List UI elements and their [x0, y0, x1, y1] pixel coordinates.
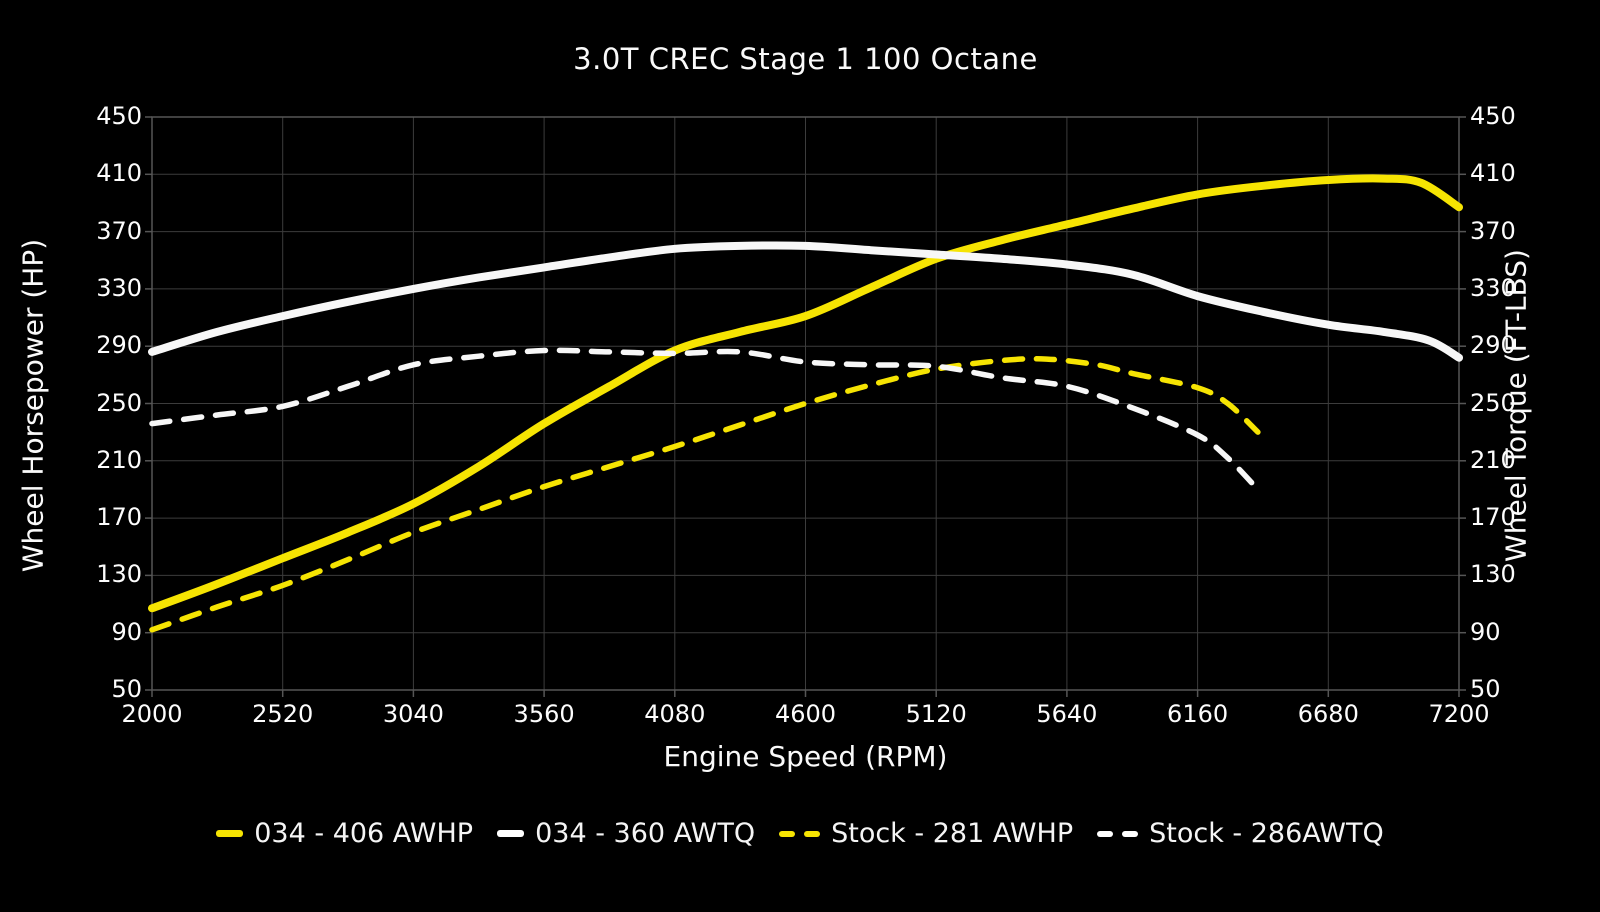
legend-item-034-awhp: 034 - 406 AWHP [216, 818, 473, 849]
chart-title: 3.0T CREC Stage 1 100 Octane [573, 42, 1038, 76]
y-axis-left-title: Wheel Horsepower (HP) [16, 238, 50, 573]
x-tick-label: 3040 [382, 700, 444, 728]
legend-item-stock-awtq: Stock - 286AWTQ [1097, 818, 1384, 849]
x-tick-label: 2520 [252, 700, 314, 728]
y-tick-label-right: 370 [1470, 216, 1516, 245]
legend-label: 034 - 360 AWTQ [535, 818, 756, 849]
y-tick-label-left: 130 [96, 560, 142, 589]
y-tick-label-left: 410 [96, 159, 142, 188]
legend-label: 034 - 406 AWHP [254, 818, 474, 849]
legend-item-stock-awhp: Stock - 281 AWHP [779, 818, 1073, 849]
y-tick-label-left: 290 [96, 331, 142, 360]
y-tick-label-right: 130 [1470, 560, 1516, 589]
y-axis-right-title: Wheel Torque (FT-LBS) [1499, 249, 1533, 562]
series-line-034-360-awtq [148, 241, 1463, 362]
x-tick-label: 4080 [644, 700, 706, 728]
legend-label: Stock - 286AWTQ [1149, 818, 1384, 849]
y-tick-label-right: 210 [1470, 445, 1516, 474]
x-tick-label: 6680 [1297, 700, 1359, 728]
series-line-stock-281-awhp [149, 356, 1261, 633]
y-tick-label-left: 370 [96, 216, 142, 245]
y-tick-label-right: 290 [1470, 331, 1516, 360]
x-axis-title: Engine Speed (RPM) [663, 740, 948, 773]
y-tick-label-right: 250 [1470, 388, 1516, 417]
dashed-yellow-line-marker-icon [779, 830, 821, 837]
y-tick-label-left: 250 [96, 388, 142, 417]
series-line-stock-286awtq [149, 347, 1261, 493]
x-tick-label: 6160 [1167, 700, 1229, 728]
y-tick-label-left: 90 [111, 617, 142, 646]
x-tick-label: 2000 [121, 700, 183, 728]
y-tick-label-left: 170 [96, 503, 142, 532]
y-tick-label-right: 330 [1470, 273, 1516, 302]
x-tick-label: 7200 [1428, 700, 1490, 728]
y-tick-label-left: 450 [96, 102, 142, 130]
x-tick-label: 3560 [513, 700, 575, 728]
solid-white-line-marker-icon [497, 830, 525, 837]
y-tick-label-right: 410 [1470, 159, 1516, 188]
legend-item-034-awtq: 034 - 360 AWTQ [497, 818, 755, 849]
x-tick-label: 5640 [1036, 700, 1098, 728]
series-line-034-406-awhp [148, 174, 1463, 613]
dashed-white-line-marker-icon [1097, 830, 1139, 837]
x-tick-label: 4600 [774, 700, 837, 728]
y-tick-label-right: 450 [1470, 102, 1516, 130]
y-tick-label-right: 170 [1470, 503, 1516, 532]
legend-label: Stock - 281 AWHP [831, 818, 1074, 849]
y-tick-label-left: 50 [111, 675, 142, 703]
legend: 034 - 406 AWHP 034 - 360 AWTQ Stock - 28… [0, 818, 1600, 849]
plot-border [151, 116, 1460, 691]
y-tick-label-right: 50 [1470, 675, 1501, 703]
y-tick-label-right: 90 [1470, 617, 1501, 646]
y-tick-label-left: 330 [96, 273, 142, 302]
solid-yellow-line-marker-icon [216, 830, 244, 837]
y-tick-label-left: 210 [96, 445, 142, 474]
x-tick-label: 5120 [905, 700, 967, 728]
